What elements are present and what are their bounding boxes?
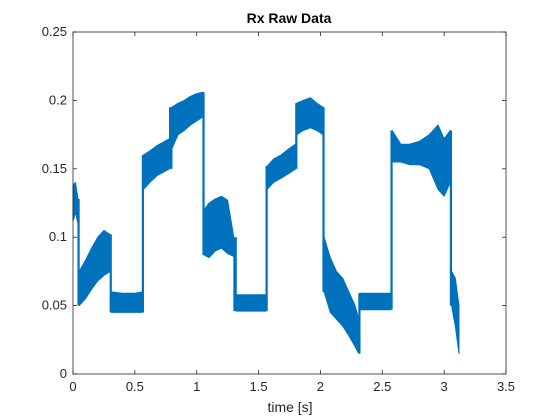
x-axis: 0 0.5 1 1.5 2 2.5 3 3.5 bbox=[69, 32, 515, 394]
x-axis-label: time [s] bbox=[267, 399, 312, 415]
y-tick-label: 0.05 bbox=[42, 298, 67, 313]
y-tick-label: 0.1 bbox=[49, 229, 67, 244]
signal-band-segment bbox=[323, 236, 360, 354]
signal-transition bbox=[295, 103, 298, 169]
signal-transition bbox=[358, 293, 361, 354]
signal-transition bbox=[265, 166, 268, 312]
signal-transition bbox=[77, 198, 80, 306]
signal-transition bbox=[109, 234, 112, 313]
signal-band-segment bbox=[359, 292, 392, 311]
signal-transition bbox=[233, 237, 237, 312]
signal-band-segment bbox=[235, 294, 267, 312]
signal-transition bbox=[322, 107, 325, 292]
x-tick-label: 1.5 bbox=[250, 379, 268, 394]
x-tick-label: 3.5 bbox=[497, 379, 515, 394]
signal-transition bbox=[141, 155, 145, 313]
x-tick-label: 2 bbox=[317, 379, 324, 394]
x-tick-label: 3 bbox=[441, 379, 448, 394]
plot-background bbox=[73, 32, 506, 374]
y-tick-label: 0.2 bbox=[49, 92, 67, 107]
y-tick-label: 0.25 bbox=[42, 24, 67, 39]
signal-transition bbox=[168, 107, 173, 169]
signal-transition bbox=[449, 130, 453, 306]
plot-area bbox=[72, 31, 507, 375]
x-tick-label: 0 bbox=[69, 379, 76, 394]
x-tick-label: 0.5 bbox=[126, 379, 144, 394]
y-tick-label: 0.15 bbox=[42, 161, 67, 176]
signal-band-segment bbox=[110, 291, 143, 313]
x-tick-label: 1 bbox=[193, 379, 200, 394]
x-tick-label: 2.5 bbox=[373, 379, 391, 394]
y-axis: 0 0.05 0.1 0.15 0.2 0.25 bbox=[42, 24, 506, 381]
signal-transition bbox=[202, 92, 205, 255]
axes-box bbox=[72, 31, 507, 375]
y-tick-label: 0 bbox=[60, 366, 67, 381]
series-layer bbox=[72, 91, 460, 354]
signal-transition bbox=[390, 130, 393, 310]
chart-title: Rx Raw Data bbox=[247, 10, 332, 26]
